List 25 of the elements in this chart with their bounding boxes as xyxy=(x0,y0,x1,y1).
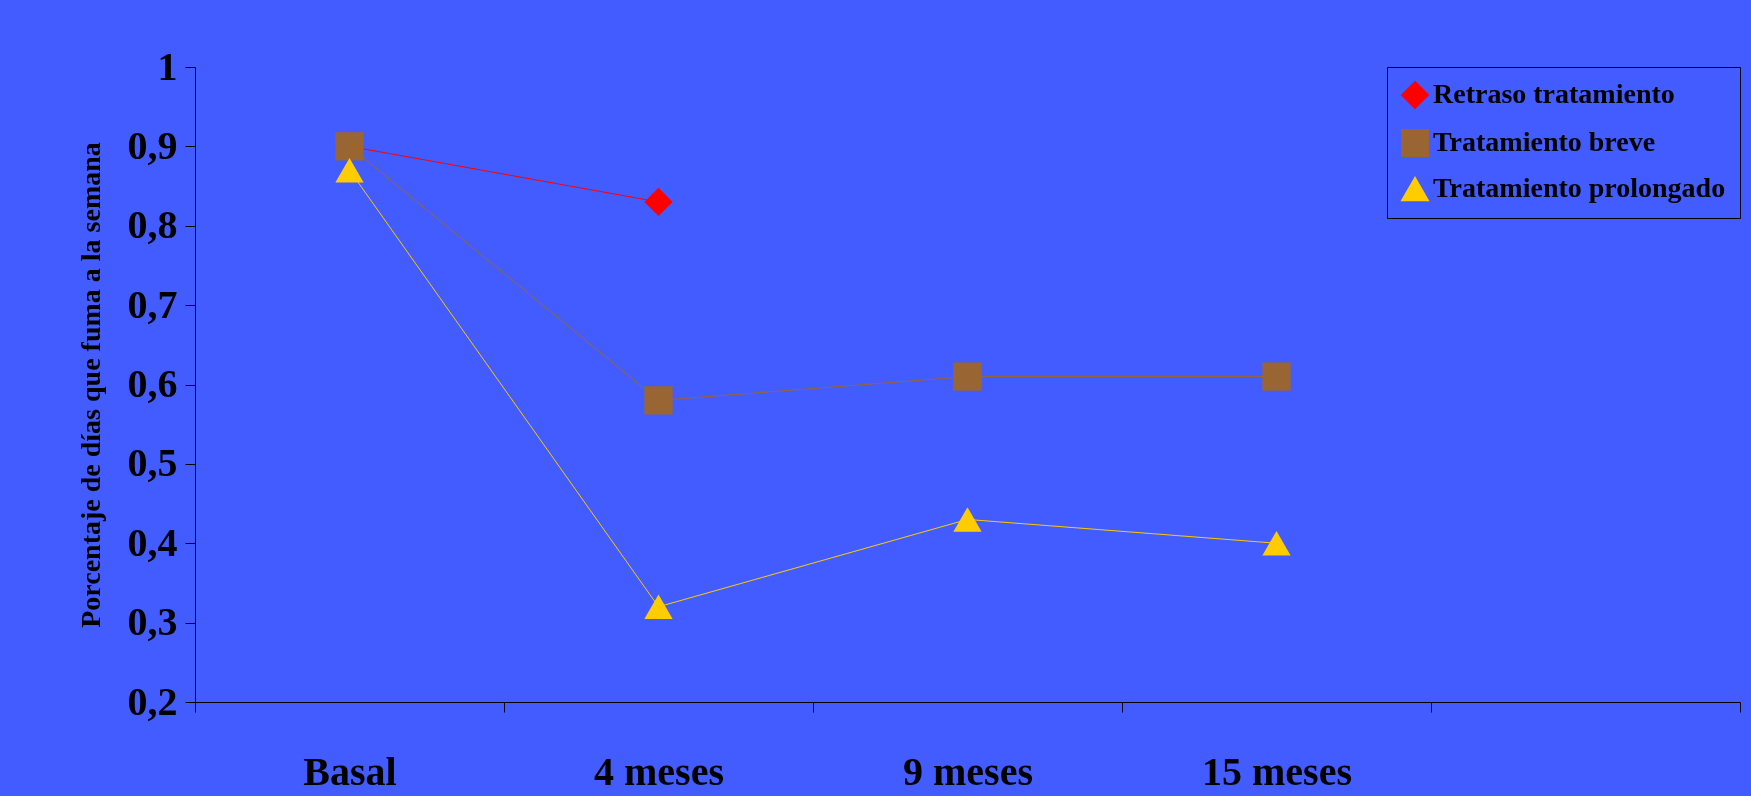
y-tick-label: 0,2 xyxy=(127,678,178,724)
x-tick-label: 15 meses xyxy=(1202,748,1352,794)
y-tick-label: 1 xyxy=(157,43,178,89)
x-tick-label: 9 meses xyxy=(903,748,1033,794)
y-tick-label: 0,3 xyxy=(127,599,178,645)
legend-label: Tratamiento prolongado xyxy=(1433,172,1726,203)
x-tick-label: Basal xyxy=(303,748,397,794)
point xyxy=(953,362,982,391)
point xyxy=(644,594,673,619)
point xyxy=(644,187,673,217)
x-tick-label: 4 meses xyxy=(594,748,724,794)
legend-label: Tratamiento breve xyxy=(1433,126,1656,157)
point xyxy=(335,157,364,183)
y-tick-label: 0,5 xyxy=(127,440,178,486)
point xyxy=(1262,362,1291,391)
y-tick-label: 0,9 xyxy=(127,122,178,168)
legend-label: Retraso tratamiento xyxy=(1433,78,1675,109)
y-tick-label: 0,4 xyxy=(127,519,178,565)
y-tick-label: 0,6 xyxy=(127,361,178,406)
y-tick-label: 0,7 xyxy=(127,281,178,327)
point xyxy=(644,386,673,415)
point xyxy=(1262,531,1291,556)
point xyxy=(953,507,982,532)
y-tick-label: 0,8 xyxy=(127,202,178,248)
y-axis-title: Porcentaje de días que fuma a la semana xyxy=(74,142,106,628)
